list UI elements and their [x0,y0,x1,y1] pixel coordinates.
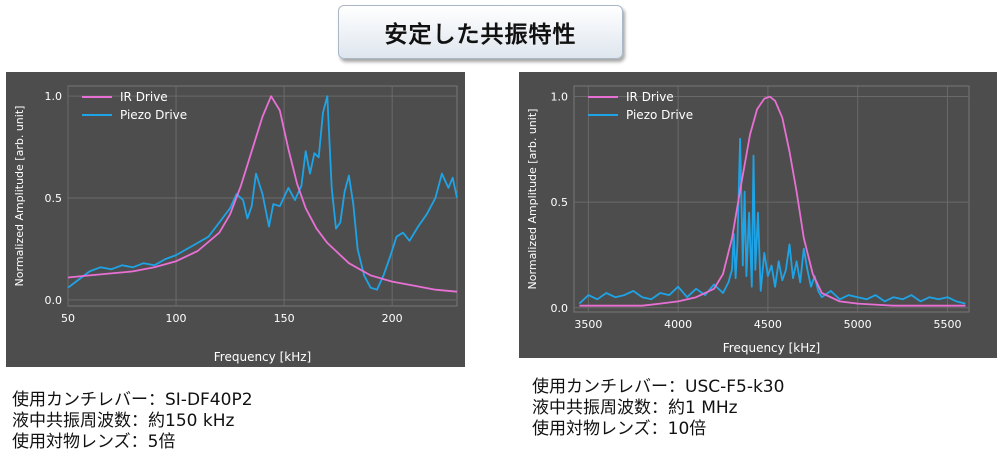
plot-frame [573,85,970,313]
chart-background [6,72,465,367]
right-frequency-line: 液中共振周波数：約1 MHz [532,398,738,418]
y-axis-label: Normalized Amplitude [arb. unit] [526,109,539,290]
right-cantilever-line: 使用カンチレバー：USC-F5-k30 [532,377,785,397]
y-tick-label: 0.5 [45,192,63,205]
x-axis-label: Frequency [kHz] [723,341,820,355]
x-tick-label: 150 [274,312,295,325]
ir-drive-series-line [579,95,966,307]
y-tick-label: 0.5 [551,196,569,209]
x-tick-label: 4000 [664,318,692,331]
chart-right: 3500 4000 4500 5000 5500 0.0 0.5 1.0 Frequency [… [519,72,997,358]
x-tick-label: 50 [61,312,75,325]
legend-label-ir: IR Drive [626,90,674,104]
legend-label-ir: IR Drive [120,90,168,104]
x-tick-label: 100 [166,312,187,325]
page-title: 安定した共振特性 [338,5,623,59]
piezo-drive-series-line [578,137,966,305]
right-cantilever-info: 使用カンチレバー：USC-F5-k30 液中共振周波数：約1 MHz 使用対物レ… [532,377,784,440]
legend-label-piezo: Piezo Drive [626,108,693,122]
x-tick-label: 200 [382,312,403,325]
y-tick-label: 0.0 [45,294,63,307]
left-cantilever-info: 使用カンチレバー：SI-DF40P2 液中共振周波数：約150 kHz 使用対物… [12,390,253,453]
x-tick-label: 5000 [844,318,872,331]
x-tick-label: 3500 [574,318,602,331]
x-tick-label: 4500 [754,318,782,331]
left-frequency-line: 液中共振周波数：約150 kHz [12,411,235,431]
x-tick-label: 5500 [933,318,961,331]
chart-left: 50 100 150 200 0.0 0.5 1.0 Frequency [kHz] Norma… [6,72,465,367]
right-objective-line: 使用対物レンズ：10倍 [532,419,707,439]
y-axis-label: Normalized Amplitude [arb. unit] [13,106,26,287]
x-axis-label: Frequency [kHz] [214,350,311,364]
piezo-drive-series-line [67,95,458,291]
y-tick-label: 1.0 [551,91,569,104]
left-cantilever-line: 使用カンチレバー：SI-DF40P2 [12,390,253,410]
ir-drive-series-line [67,95,458,293]
y-tick-label: 0.0 [551,302,569,315]
left-objective-line: 使用対物レンズ：5倍 [12,432,176,452]
legend-label-piezo: Piezo Drive [120,108,187,122]
y-tick-label: 1.0 [45,90,63,103]
